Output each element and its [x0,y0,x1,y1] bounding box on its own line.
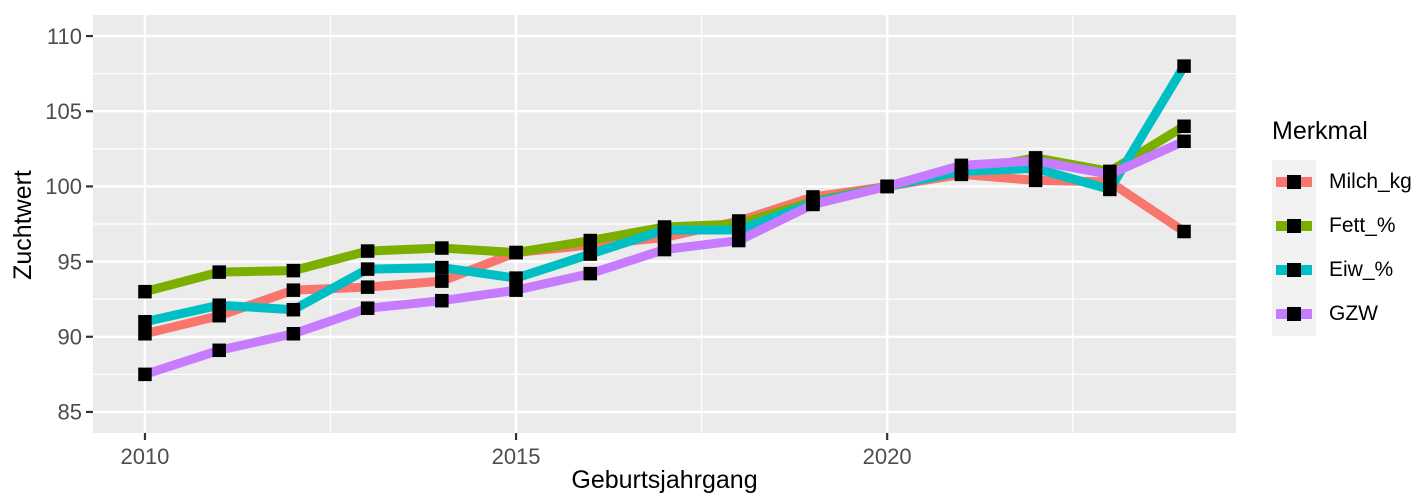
data-point-eiw [212,298,226,312]
y-tick-label: 100 [45,174,82,199]
legend-key-gzw [1272,292,1316,336]
data-point-eiw [509,271,523,285]
data-point-fett [360,244,375,258]
y-tick-label: 95 [58,249,82,274]
y-axis-title: Zuchtwert [9,170,37,280]
x-tick-label: 2015 [492,444,541,469]
data-point-gzw [435,293,449,308]
data-point-eiw [1177,59,1191,73]
data-point-fett [212,265,226,279]
legend: Merkmal Milch_kg Fett_% Eiw_% GZW [1272,117,1412,336]
data-point-gzw [212,343,226,358]
data-point-gzw [1103,167,1117,182]
legend-key-eiw [1272,248,1316,292]
data-point-eiw [360,262,375,276]
data-point-milch-kg [286,283,301,297]
legend-label-milch-kg: Milch_kg [1329,170,1412,193]
legend-key-point-icon [1287,263,1301,277]
data-point-fett [509,245,523,260]
y-tick-label: 85 [58,400,82,425]
data-point-eiw [1103,182,1117,197]
data-point-gzw [1028,154,1043,168]
data-point-gzw [509,283,523,297]
y-tick-label: 90 [58,324,82,349]
legend-key-fett [1272,204,1316,248]
data-point-gzw [880,179,894,194]
data-point-milch-kg [1177,224,1191,239]
data-point-gzw [360,301,375,315]
data-point-gzw [1177,134,1191,149]
data-point-gzw [806,197,820,212]
data-point-eiw [731,223,746,237]
data-point-milch-kg [435,274,449,288]
legend-label-fett: Fett_% [1329,214,1396,237]
legend-item-milch-kg: Milch_kg [1272,160,1412,204]
data-point-gzw [657,242,672,257]
data-point-gzw [138,367,152,382]
legend-items: Milch_kg Fett_% Eiw_% GZW [1272,160,1412,336]
legend-key-point-icon [1287,175,1301,189]
data-point-eiw [583,247,598,261]
data-point-milch-kg [360,280,375,294]
x-tick-label: 2020 [863,444,912,469]
data-point-fett [138,284,152,299]
data-point-gzw [954,158,969,173]
data-point-gzw [583,266,598,281]
data-point-eiw [657,223,672,237]
legend-key-milch-kg [1272,160,1316,204]
data-point-milch-kg [138,327,152,341]
data-point-fett [286,263,301,278]
legend-label-eiw: Eiw_% [1329,258,1394,281]
legend-label-gzw: GZW [1329,302,1378,325]
y-tick-label: 105 [45,99,82,124]
y-tick-label: 110 [47,24,82,49]
data-point-fett [1177,119,1191,134]
legend-title: Merkmal [1272,117,1368,145]
data-point-gzw [731,233,746,248]
data-point-gzw [286,327,301,341]
data-point-milch-kg [1028,173,1043,188]
x-tick-label: 2010 [120,444,169,469]
data-point-eiw [286,302,301,317]
data-point-fett [435,241,449,255]
x-axis-title: Geburtsjahrgang [571,466,758,494]
legend-item-gzw: GZW [1272,292,1412,336]
data-point-eiw [138,314,152,329]
legend-item-eiw: Eiw_% [1272,248,1412,292]
legend-key-point-icon [1287,219,1301,233]
data-point-eiw [435,260,449,275]
data-point-fett [583,233,598,248]
data-point-milch-kg [212,308,226,323]
legend-key-point-icon [1287,307,1301,321]
legend-item-fett: Fett_% [1272,204,1412,248]
